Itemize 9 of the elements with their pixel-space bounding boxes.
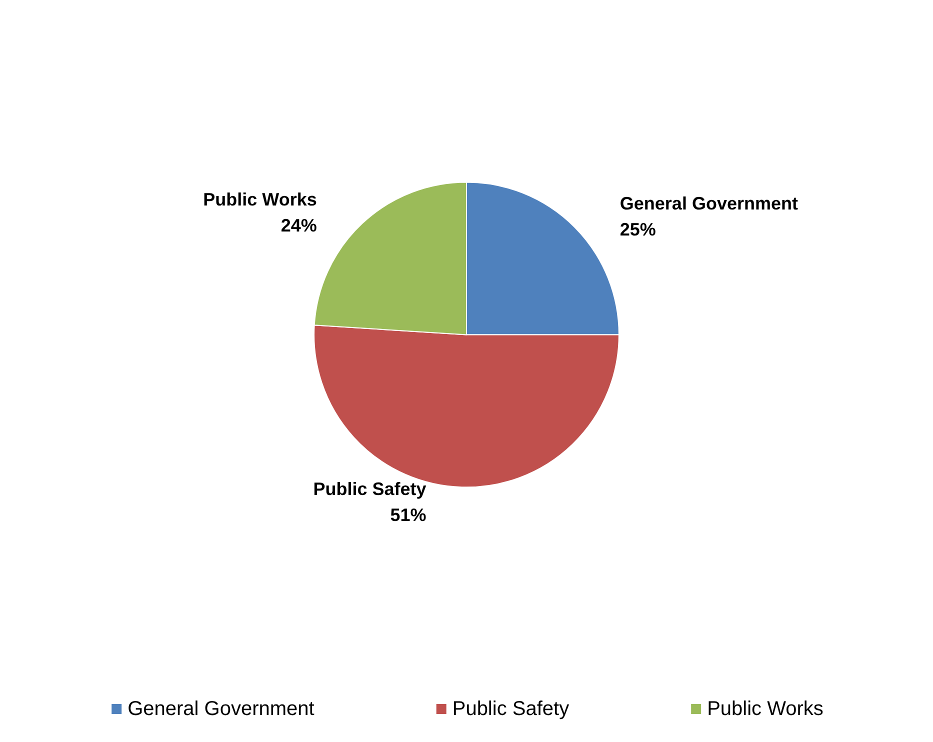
slice-label: Public Works	[203, 190, 317, 210]
data-label: 24%	[280, 216, 317, 236]
data-label: 25%	[620, 219, 656, 240]
slice-label: General Government	[620, 193, 798, 214]
legend-label: Public Safety	[452, 698, 570, 720]
data-label: 51%	[390, 505, 426, 526]
legend-label: General Government	[128, 698, 315, 720]
legend-label: Public Works	[707, 698, 824, 720]
slice-label: Public Safety	[313, 479, 426, 500]
